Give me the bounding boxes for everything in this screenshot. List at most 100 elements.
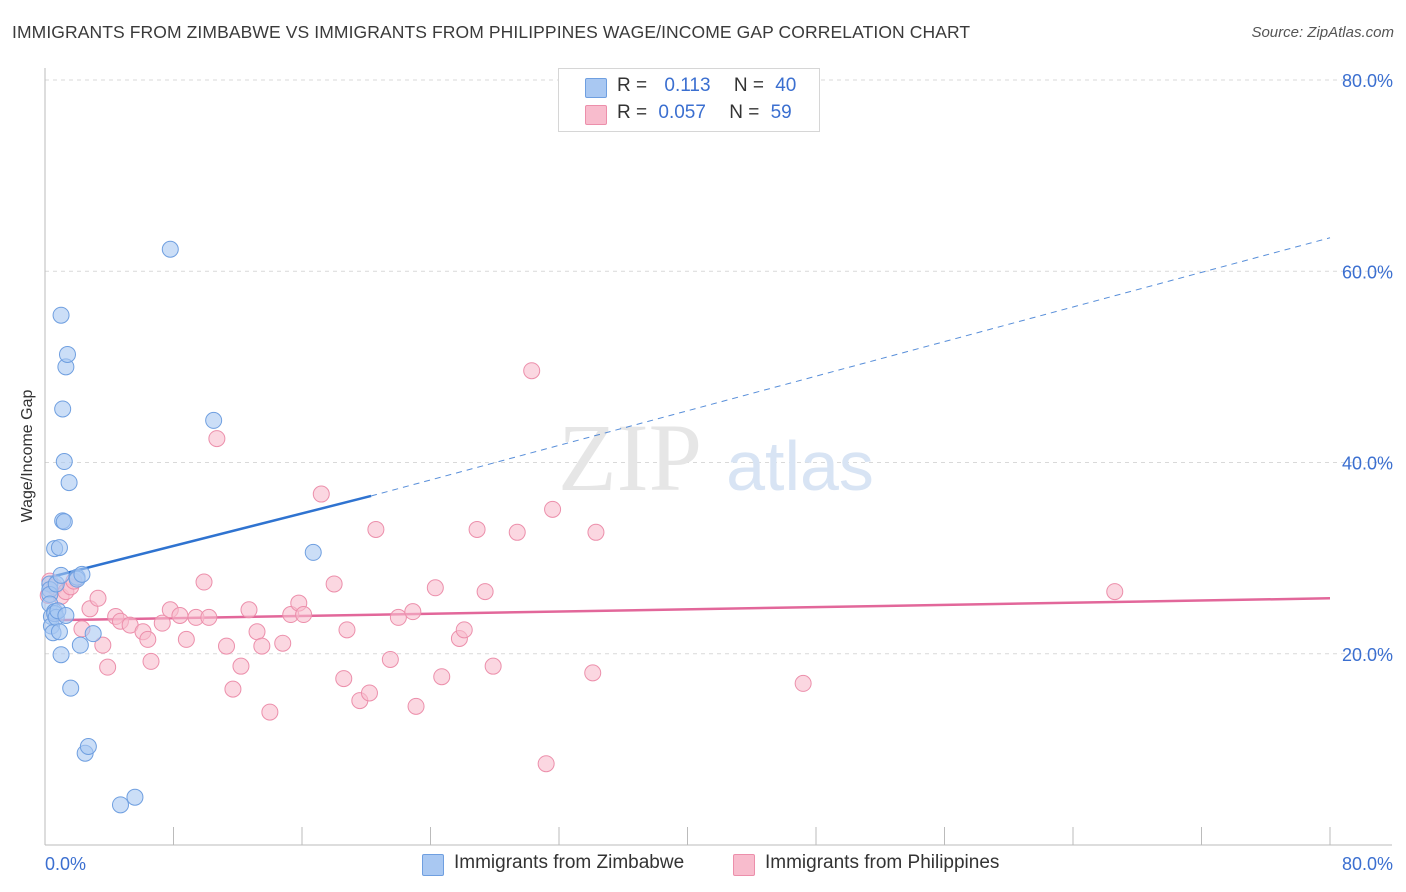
series-legend: Immigrants from Zimbabwe Immigrants from… xyxy=(0,852,1406,878)
philippines-point xyxy=(1106,583,1124,601)
source-credit: Source: ZipAtlas.com xyxy=(1251,24,1394,41)
philippines-point xyxy=(794,674,812,692)
philippines-point xyxy=(312,485,330,503)
x-tick-label: 0.0% xyxy=(45,854,86,874)
philippines-point xyxy=(426,579,444,597)
philippines-point xyxy=(325,575,343,593)
y-tick-label: 60.0% xyxy=(1342,262,1393,282)
philippines-point xyxy=(468,520,486,538)
philippines-point xyxy=(338,621,356,639)
r-value: 0.113 xyxy=(664,75,711,96)
axes xyxy=(44,68,1392,846)
zimbabwe-point xyxy=(52,566,70,584)
philippines-point xyxy=(232,657,250,675)
philippines-point xyxy=(224,680,242,698)
zimbabwe-point xyxy=(84,625,102,643)
n-label: N = xyxy=(729,102,760,123)
r-label: R = xyxy=(617,102,648,123)
philippines-point xyxy=(195,573,213,591)
y-tick-label: 80.0% xyxy=(1342,71,1393,91)
zimbabwe-trend-extension xyxy=(370,237,1331,497)
zimbabwe-point xyxy=(205,411,223,429)
n-value: 40 xyxy=(775,75,797,96)
philippines-point xyxy=(253,637,271,655)
philippines-point xyxy=(433,668,451,686)
x-tick-label: 80.0% xyxy=(1342,854,1393,874)
r-value: 0.057 xyxy=(658,102,706,123)
philippines-point xyxy=(407,697,425,715)
philippines-point xyxy=(94,636,112,654)
philippines-point xyxy=(274,634,292,652)
zimbabwe-point xyxy=(55,453,73,471)
philippines-point xyxy=(153,614,171,632)
philippines-point xyxy=(142,652,160,670)
watermark-atlas: atlas xyxy=(726,427,874,505)
zimbabwe-swatch xyxy=(585,78,607,98)
zimbabwe-trend-line xyxy=(49,494,372,579)
legend-label: Immigrants from Philippines xyxy=(765,852,1000,873)
philippines-swatch xyxy=(585,105,607,125)
philippines-point xyxy=(295,606,313,624)
philippines-point xyxy=(508,523,526,541)
zimbabwe-point xyxy=(161,240,179,258)
y-tick-label: 20.0% xyxy=(1342,645,1393,665)
tick-labels: 20.0% 40.0% 60.0% 80.0% 0.0% 80.0% xyxy=(45,71,1393,874)
zimbabwe-point xyxy=(60,474,78,492)
y-tick-label: 40.0% xyxy=(1342,454,1393,474)
philippines-point xyxy=(537,755,555,773)
zimbabwe-point xyxy=(304,543,322,561)
watermark: ZIP atlas xyxy=(558,404,874,511)
zimbabwe-point xyxy=(111,796,129,814)
trend-lines xyxy=(49,237,1331,622)
zimbabwe-point xyxy=(73,565,91,583)
philippines-point xyxy=(171,607,189,624)
gridlines xyxy=(45,79,1392,655)
chart-title: IMMIGRANTS FROM ZIMBABWE VS IMMIGRANTS F… xyxy=(12,22,971,42)
philippines-point xyxy=(248,623,266,641)
zimbabwe-point xyxy=(126,788,144,806)
philippines-point xyxy=(523,362,541,380)
stats-legend: R = 0.113 N = 40 R = 0.057 N = 59 xyxy=(558,68,820,132)
philippines-point xyxy=(261,703,279,721)
zimbabwe-point xyxy=(57,607,75,624)
philippines-point xyxy=(455,621,473,639)
philippines-point xyxy=(484,657,502,675)
philippines-point xyxy=(367,520,385,538)
philippines-point xyxy=(544,500,562,518)
philippines-point xyxy=(584,664,602,682)
philippines-point xyxy=(335,670,353,688)
philippines-point xyxy=(240,601,258,619)
philippines-swatch xyxy=(733,854,755,876)
philippines-point xyxy=(476,583,494,601)
philippines-point xyxy=(200,608,218,626)
philippines-point xyxy=(389,608,407,626)
philippines-point xyxy=(218,637,236,655)
zimbabwe-point xyxy=(52,306,70,324)
zimbabwe-point xyxy=(52,646,70,664)
zimbabwe-point xyxy=(58,345,76,363)
zimbabwe-point xyxy=(55,513,73,531)
philippines-point xyxy=(99,658,117,676)
zimbabwe-point xyxy=(71,636,89,654)
data-points xyxy=(39,240,1124,814)
zimbabwe-point xyxy=(54,400,72,418)
zimbabwe-point xyxy=(50,623,68,641)
zimbabwe-point xyxy=(50,539,68,557)
legend-label: Immigrants from Zimbabwe xyxy=(454,852,685,873)
zimbabwe-point xyxy=(62,679,80,697)
philippines-point xyxy=(139,630,157,648)
philippines-point xyxy=(404,603,422,621)
philippines-point xyxy=(89,589,107,607)
watermark-zip: ZIP xyxy=(558,404,702,511)
philippines-trend-line xyxy=(49,597,1331,622)
philippines-point xyxy=(587,523,605,541)
zimbabwe-swatch xyxy=(422,854,444,876)
n-value: 59 xyxy=(770,102,792,123)
philippines-point xyxy=(360,684,378,702)
philippines-point xyxy=(381,650,399,668)
r-label: R = xyxy=(617,75,648,96)
zimbabwe-point xyxy=(79,738,97,756)
n-label: N = xyxy=(733,75,764,96)
philippines-point xyxy=(208,430,226,448)
